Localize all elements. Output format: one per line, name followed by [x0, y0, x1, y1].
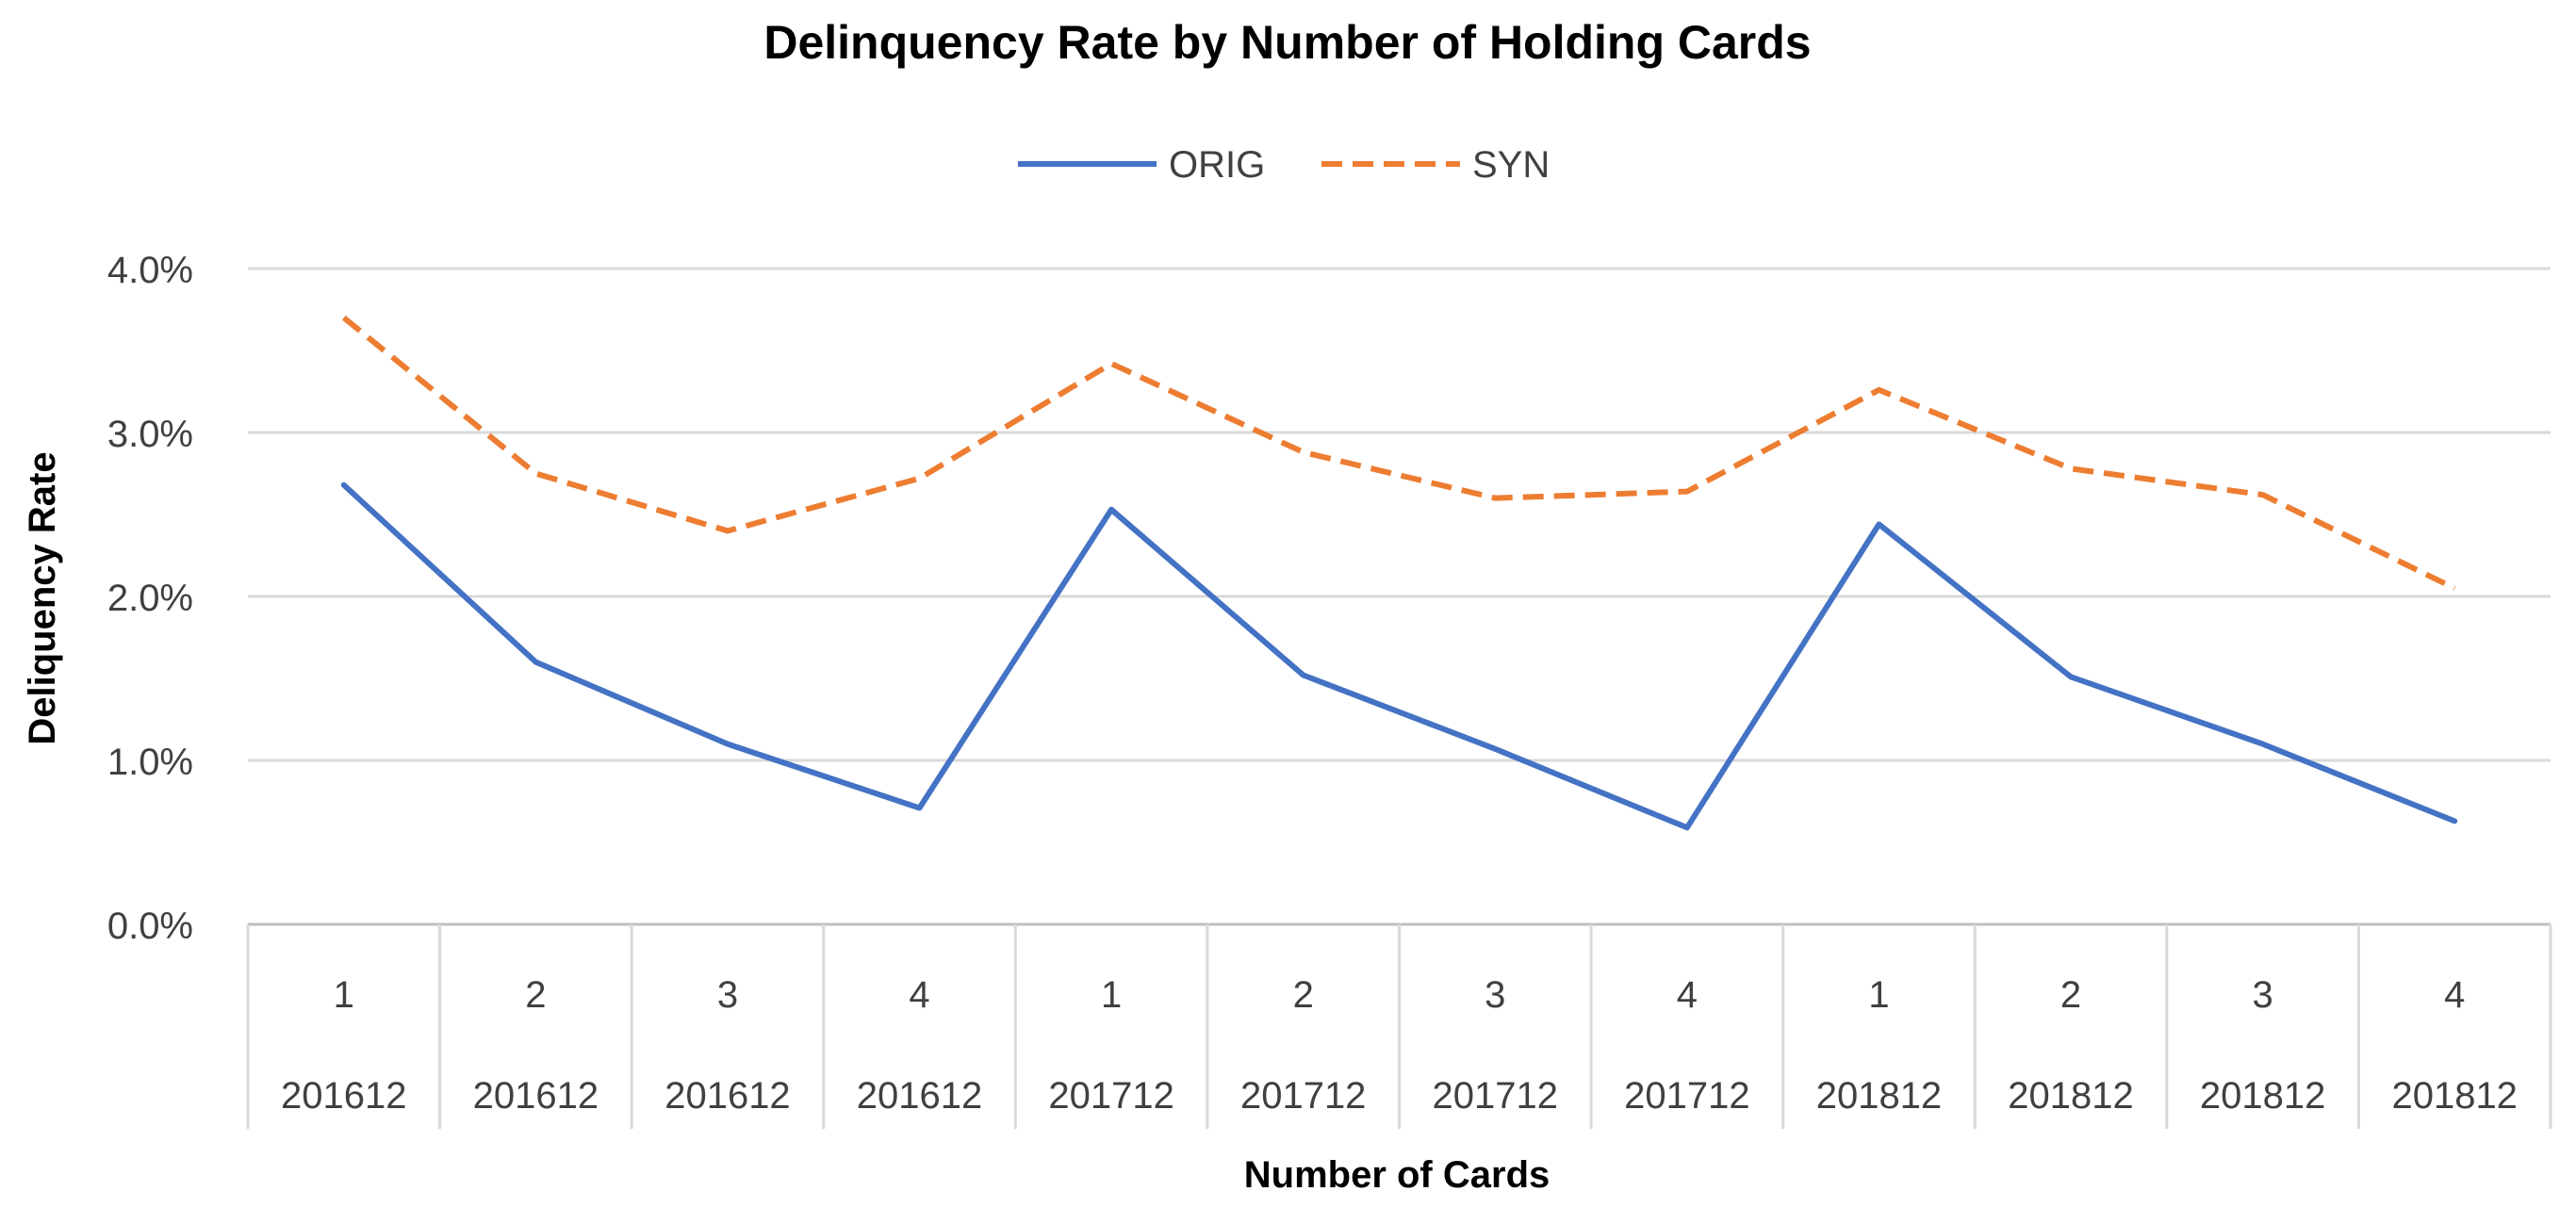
x-tick-label-period: 201712 [1048, 1075, 1173, 1117]
series-line-orig [344, 485, 2454, 828]
x-axis: 1 201612 2 201612 3 201612 4 201612 1 201712 2 2017… [248, 924, 2551, 1129]
x-tick-label-cards: 4 [1677, 974, 1698, 1016]
series-line-syn [344, 318, 2454, 588]
legend: ORIG SYN [1018, 144, 1550, 186]
x-tick-label-cards: 1 [334, 974, 354, 1016]
x-tick-label-cards: 4 [2444, 974, 2465, 1016]
y-tick-label: 3.0% [107, 414, 193, 455]
legend-label: ORIG [1169, 144, 1265, 186]
x-tick-label-period: 201812 [2391, 1075, 2517, 1117]
x-tick-label-period: 201612 [281, 1075, 406, 1117]
x-tick-label-cards: 2 [525, 974, 546, 1016]
y-tick-label: 0.0% [107, 906, 193, 947]
x-tick-label-period: 201612 [857, 1075, 982, 1117]
x-tick-label-period: 201812 [1816, 1075, 1942, 1117]
x-tick-label-period: 201612 [473, 1075, 599, 1117]
x-tick-label-cards: 4 [909, 974, 929, 1016]
x-tick-label-period: 201812 [2008, 1075, 2133, 1117]
legend-label: SYN [1472, 144, 1550, 186]
y-axis-title: Deliquency Rate [22, 451, 63, 744]
x-tick-label-cards: 2 [2060, 974, 2081, 1016]
y-tick-label: 2.0% [107, 578, 193, 619]
x-tick-label-cards: 1 [1101, 974, 1122, 1016]
x-tick-label-period: 201712 [1624, 1075, 1749, 1117]
x-tick-label-period: 201612 [665, 1075, 790, 1117]
legend-item-orig: ORIG [1018, 144, 1265, 186]
y-tick-label: 1.0% [107, 742, 193, 783]
x-tick-label-cards: 2 [1293, 974, 1314, 1016]
x-tick-label-cards: 3 [717, 974, 738, 1016]
gridlines [248, 269, 2551, 924]
legend-item-syn: SYN [1321, 144, 1550, 186]
x-tick-label-period: 201712 [1433, 1075, 1558, 1117]
x-tick-label-period: 201812 [2200, 1075, 2325, 1117]
x-tick-label-cards: 1 [1868, 974, 1889, 1016]
x-tick-label-period: 201712 [1240, 1075, 1366, 1117]
x-tick-label-cards: 3 [1485, 974, 1505, 1016]
x-axis-title: Number of Cards [1244, 1154, 1551, 1196]
y-axis: 0.0% 1.0% 2.0% 3.0% 4.0% [107, 250, 193, 947]
series-layer [344, 318, 2455, 827]
y-tick-label: 4.0% [107, 250, 193, 291]
chart-title: Delinquency Rate by Number of Holding Ca… [763, 16, 1811, 69]
x-tick-label-cards: 3 [2253, 974, 2273, 1016]
